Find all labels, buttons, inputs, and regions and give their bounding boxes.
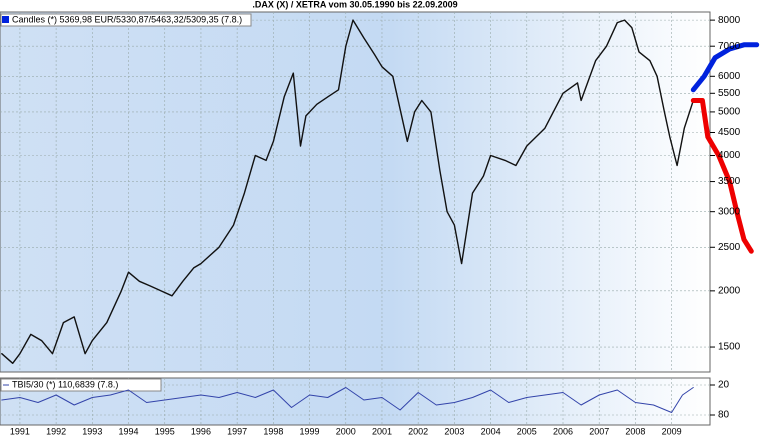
x-tick-label: 2003	[444, 426, 464, 435]
x-tick-label: 1996	[191, 426, 211, 435]
x-tick-label: 2007	[589, 426, 609, 435]
x-tick-label: 1992	[46, 426, 66, 435]
x-tick-label: 2004	[481, 426, 501, 435]
y-tick-label: 3000	[718, 206, 741, 217]
x-tick-label: 1997	[227, 426, 247, 435]
series-line	[1, 387, 694, 413]
x-tick-label: 2008	[625, 426, 645, 435]
legend-entry: Candles (*) 5369,98 EUR/5330,87/5463,32/…	[12, 14, 242, 24]
x-tick-label: 1991	[10, 426, 30, 435]
y-tick-label: 20	[718, 380, 730, 391]
x-tick-label: 2001	[372, 426, 392, 435]
x-tick-label: 1999	[300, 426, 320, 435]
legend-swatch	[2, 16, 9, 23]
x-tick-label: 1994	[119, 426, 139, 435]
x-tick-label: 2009	[662, 426, 682, 435]
y-tick-label: 8000	[718, 15, 741, 26]
x-tick-label: 1993	[82, 426, 102, 435]
x-tick-label: 2000	[336, 426, 356, 435]
lower-legend-entry: TBI5/30 (*) 110,6839 (7.8.)	[12, 379, 118, 389]
y-tick-label: 3500	[718, 176, 741, 187]
y-tick-label: 4500	[718, 127, 741, 138]
y-tick-label: 2500	[718, 242, 741, 253]
x-tick-label: 1995	[155, 426, 175, 435]
x-tick-label: 1998	[263, 426, 283, 435]
y-tick-label: 1500	[718, 342, 741, 353]
y-tick-label: 80	[718, 410, 730, 421]
series-line	[690, 98, 754, 254]
x-tick-label: 2002	[408, 426, 428, 435]
series-line	[690, 42, 760, 93]
chart-title: .DAX (X) / XETRA vom 30.05.1990 bis 22.0…	[252, 0, 457, 9]
lower-legend-box	[0, 378, 162, 392]
y-tick-label: 6000	[718, 71, 741, 82]
plot-area	[0, 11, 711, 373]
y-tick-label: 5000	[718, 107, 741, 118]
series-line	[1, 19, 694, 364]
y-tick-label: 7000	[718, 41, 741, 52]
y-tick-label: 5500	[718, 88, 741, 99]
y-tick-label: 2000	[718, 285, 741, 296]
legend-box	[0, 13, 252, 27]
y-tick-label: 4000	[718, 150, 741, 161]
x-tick-label: 2005	[517, 426, 537, 435]
x-tick-label: 2006	[553, 426, 573, 435]
